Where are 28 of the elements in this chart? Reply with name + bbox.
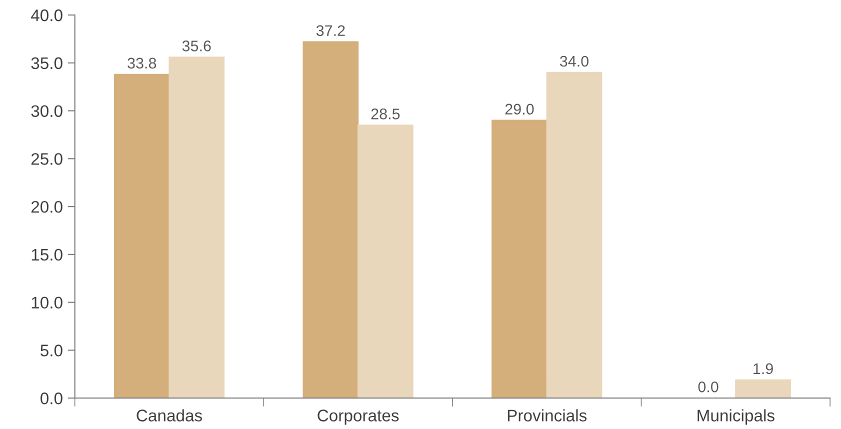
data-label: 28.5 (371, 108, 400, 120)
y-tick-label: 40.0 (30, 9, 62, 22)
bar (114, 74, 170, 398)
y-tick-label: 35.0 (31, 57, 62, 70)
data-label: 35.6 (182, 40, 211, 52)
data-label: 29.0 (505, 104, 534, 115)
y-tick-label: 30.0 (31, 105, 62, 117)
bar (546, 72, 602, 398)
y-tick-label: 10.0 (32, 296, 62, 309)
data-label: 0.0 (698, 381, 718, 392)
data-label: 1.9 (754, 363, 773, 374)
bar (735, 379, 791, 398)
x-tick-label: Corporates (318, 410, 399, 425)
bar (492, 120, 548, 398)
y-tick-label: 5.0 (40, 344, 62, 356)
bar (358, 124, 414, 398)
x-tick-label: Canadas (136, 409, 202, 422)
y-tick-label: 20.0 (31, 200, 62, 213)
data-label: 37.2 (316, 25, 345, 36)
y-tick-label: 25.0 (31, 153, 62, 165)
data-label: 33.8 (128, 58, 156, 69)
x-tick-label: Municipals (698, 409, 774, 425)
bar (302, 41, 359, 398)
data-label: 34.0 (560, 56, 589, 67)
y-tick-label: 15.0 (32, 248, 62, 261)
x-tick-label: Provincials (508, 409, 587, 422)
bar (168, 56, 225, 398)
y-tick-label: 0.0 (40, 392, 62, 404)
